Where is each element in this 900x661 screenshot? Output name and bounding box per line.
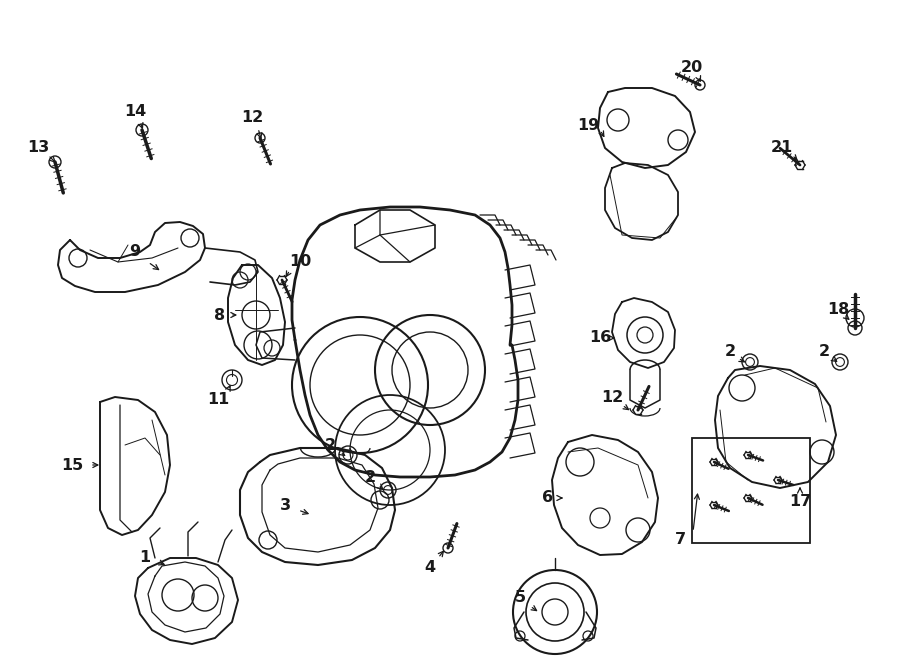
Text: 15: 15 bbox=[61, 457, 83, 473]
Text: 17: 17 bbox=[789, 494, 811, 510]
Text: 18: 18 bbox=[827, 303, 849, 317]
Text: 7: 7 bbox=[674, 533, 686, 547]
Text: 16: 16 bbox=[589, 330, 611, 346]
Text: 5: 5 bbox=[515, 590, 526, 605]
Text: 19: 19 bbox=[577, 118, 599, 132]
Text: 20: 20 bbox=[681, 61, 703, 75]
Text: 2: 2 bbox=[324, 438, 336, 453]
Text: 12: 12 bbox=[241, 110, 263, 126]
Bar bbox=[692, 438, 810, 543]
Text: 11: 11 bbox=[207, 393, 230, 407]
Text: 4: 4 bbox=[425, 561, 436, 576]
Text: 2: 2 bbox=[724, 344, 735, 360]
Text: 21: 21 bbox=[771, 141, 793, 155]
Text: 14: 14 bbox=[124, 104, 146, 120]
Text: 2: 2 bbox=[818, 344, 830, 360]
Text: 8: 8 bbox=[214, 307, 226, 323]
Text: 13: 13 bbox=[27, 141, 50, 155]
Text: 10: 10 bbox=[289, 254, 311, 270]
Text: 1: 1 bbox=[140, 551, 150, 566]
Text: 2: 2 bbox=[364, 471, 375, 485]
Text: 12: 12 bbox=[601, 391, 623, 405]
Text: 3: 3 bbox=[279, 498, 291, 512]
Text: 6: 6 bbox=[543, 490, 553, 506]
Text: 9: 9 bbox=[130, 245, 140, 260]
